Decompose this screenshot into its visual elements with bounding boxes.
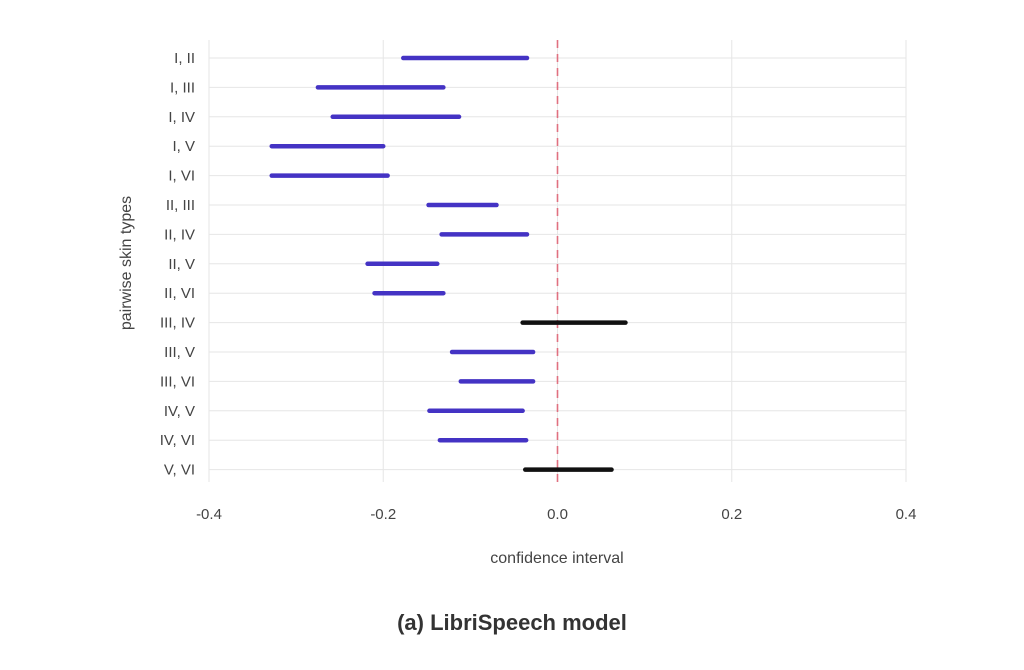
interval-chart: I, II I, III I, IV I, V I, VI II, III II, IV II… [118,40,916,567]
y-tick-label: I, II [174,50,195,67]
interval-layer [269,55,628,472]
y-tick-label: V, VI [164,462,195,479]
y-tick-label: III, VI [160,373,195,390]
x-tick-labels: -0.4 -0.2 0.0 0.2 0.4 [196,506,916,523]
x-tick-label: 0.0 [547,506,568,523]
figure-caption: (a) LibriSpeech model [397,610,627,635]
x-tick-label: 0.2 [721,506,742,523]
y-tick-label: I, III [170,79,195,96]
y-tick-label: I, IV [168,109,195,126]
x-tick-label: -0.4 [196,506,222,523]
x-tick-label: 0.4 [896,506,917,523]
x-tick-label: -0.2 [370,506,396,523]
y-tick-label: II, VI [164,285,195,302]
x-axis-label: confidence interval [490,550,623,567]
y-axis-label: pairwise skin types [118,196,135,330]
y-tick-label: II, III [166,197,195,214]
y-tick-label: IV, VI [160,432,195,449]
grid-layer [208,40,907,482]
y-tick-label: IV, V [164,403,195,420]
y-tick-label: III, V [164,344,195,361]
y-tick-label: II, IV [164,226,195,243]
y-tick-label: III, IV [160,315,195,332]
y-tick-label: I, V [172,138,195,155]
y-tick-label: II, V [168,256,195,273]
y-tick-label: I, VI [168,168,195,185]
y-tick-labels: I, II I, III I, IV I, V I, VI II, III II, IV II… [160,50,195,479]
